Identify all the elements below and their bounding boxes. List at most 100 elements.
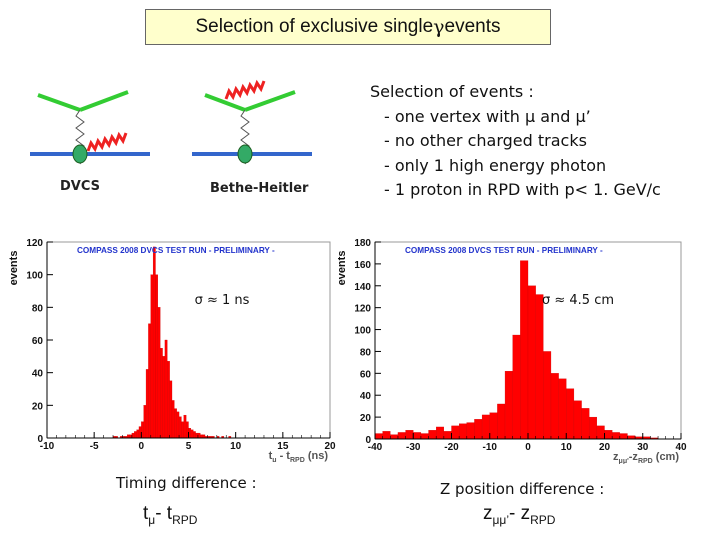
histogram-bar: [136, 429, 140, 439]
histogram-bar: [134, 431, 137, 439]
histogram-bar: [160, 348, 163, 439]
bh-proton-blob: [237, 144, 253, 164]
selection-item: - one vertex with μ and μ’: [384, 106, 591, 126]
x-axis-label: tμ - tRPD (ns): [269, 450, 329, 462]
bh-incoming-lepton: [204, 93, 246, 112]
histogram-bar: [558, 378, 567, 440]
y-tick-label: 80: [32, 303, 44, 314]
formula-mid: - t: [155, 503, 173, 524]
histogram-bar: [443, 431, 452, 440]
histogram-bar: [183, 414, 187, 439]
formula-sub: μμ’: [492, 512, 510, 527]
histogram-bar: [466, 422, 475, 440]
histogram-bar: [489, 412, 498, 440]
bh-outgoing-lepton: [244, 90, 296, 112]
x-label-main: t: [269, 450, 273, 462]
histogram-bar: [550, 373, 559, 440]
histogram-bar: [374, 433, 383, 440]
histogram-bar: [193, 431, 196, 439]
y-tick-label: 120: [26, 238, 43, 249]
y-tick-label: 160: [354, 260, 371, 271]
histogram-bar: [604, 430, 613, 440]
selection-item: - only 1 high energy photon: [384, 155, 607, 175]
histogram-bar: [176, 411, 180, 439]
y-tick-label: 0: [37, 434, 43, 445]
histogram-bar: [611, 432, 620, 440]
histogram-bar: [169, 380, 173, 439]
histogram-bar: [535, 294, 544, 440]
title-suffix: events: [444, 16, 501, 37]
histogram-bar: [474, 419, 483, 440]
bethe-heitler-label: Bethe-Heitler: [210, 181, 309, 196]
z-formula: zμμ’- zRPD: [483, 503, 555, 527]
bh-real-photon: [224, 79, 266, 101]
x-label-unit: (ns): [305, 450, 329, 462]
histogram-bar: [413, 432, 422, 440]
x-tick-label: -5: [90, 441, 99, 452]
x-tick-label: 0: [525, 442, 531, 453]
x-tick-label: -10: [40, 441, 55, 452]
histogram-bar: [167, 361, 170, 439]
y-tick-label: 120: [354, 304, 371, 315]
x-label-mid: -z: [629, 451, 639, 463]
histogram-bar: [504, 370, 513, 440]
preliminary-banner: COMPASS 2008 DVCS TEST RUN - PRELIMINARY…: [77, 246, 275, 255]
x-tick-label: -40: [368, 442, 383, 453]
histogram-bar: [152, 246, 156, 439]
x-tick-label: 40: [675, 442, 687, 453]
selection-item: - no other charged tracks: [384, 131, 587, 150]
histogram-bar: [459, 423, 467, 440]
x-axis-label: zμμ'-zRPD (cm): [613, 451, 679, 464]
histogram-bar: [573, 400, 582, 440]
x-tick-label: -30: [406, 442, 421, 453]
y-tick-label: 140: [354, 282, 371, 293]
x-tick-label: 10: [230, 441, 242, 452]
x-label-sub: μμ': [619, 458, 630, 464]
dvcs-proton-blob: [72, 144, 88, 164]
histogram-bar: [190, 429, 194, 439]
histogram-bar: [420, 433, 429, 440]
histogram-bar: [382, 431, 391, 440]
gamma-symbol: γ: [433, 16, 445, 38]
y-tick-label: 100: [354, 326, 371, 337]
y-tick-label: 20: [32, 401, 44, 412]
histogram-bar: [162, 356, 166, 439]
histogram-bar: [596, 425, 605, 440]
selection-item: - 1 proton in RPD with p< 1. GeV/c: [384, 180, 661, 199]
histogram-bar: [157, 307, 161, 439]
x-label-sub: RPD: [638, 458, 653, 464]
selection-criteria: Selection of events : - one vertex with …: [370, 80, 661, 203]
histogram-bar: [436, 426, 444, 440]
title-prefix: Selection of exclusive single: [195, 16, 434, 37]
z-caption: Z position difference :: [440, 480, 605, 498]
y-tick-label: 60: [32, 336, 44, 347]
formula-sub: RPD: [530, 512, 556, 527]
x-tick-label: 5: [186, 441, 192, 452]
formula-mid: - z: [509, 503, 531, 524]
histogram-bar: [527, 285, 536, 440]
sigma-annotation: σ ≈ 4.5 cm: [542, 293, 614, 308]
sigma-annotation: σ ≈ 1 ns: [195, 293, 250, 308]
histogram-bar: [619, 433, 628, 440]
x-tick-label: 30: [637, 442, 649, 453]
dvcs-label: DVCS: [60, 179, 100, 194]
x-tick-label: 0: [139, 441, 145, 452]
histogram-bar: [520, 260, 529, 440]
histogram-bar: [148, 323, 151, 439]
x-label-main: z: [613, 451, 619, 463]
histogram-bar: [397, 432, 406, 440]
x-label-sub: RPD: [290, 457, 305, 462]
timing-caption: Timing difference :: [116, 474, 257, 492]
x-tick-label: -10: [483, 442, 498, 453]
histogram-bar: [405, 430, 414, 440]
x-label-unit: (cm): [653, 451, 680, 463]
histogram-bar: [390, 434, 399, 440]
y-tick-label: 40: [32, 369, 44, 380]
y-tick-label: 80: [360, 347, 372, 358]
selection-heading: Selection of events :: [370, 82, 534, 101]
histogram-bar: [181, 421, 184, 439]
dvcs-incoming-lepton: [37, 93, 81, 112]
histogram-bar: [543, 351, 552, 440]
histogram-bar: [197, 432, 201, 439]
y-tick-label: 20: [360, 413, 372, 424]
